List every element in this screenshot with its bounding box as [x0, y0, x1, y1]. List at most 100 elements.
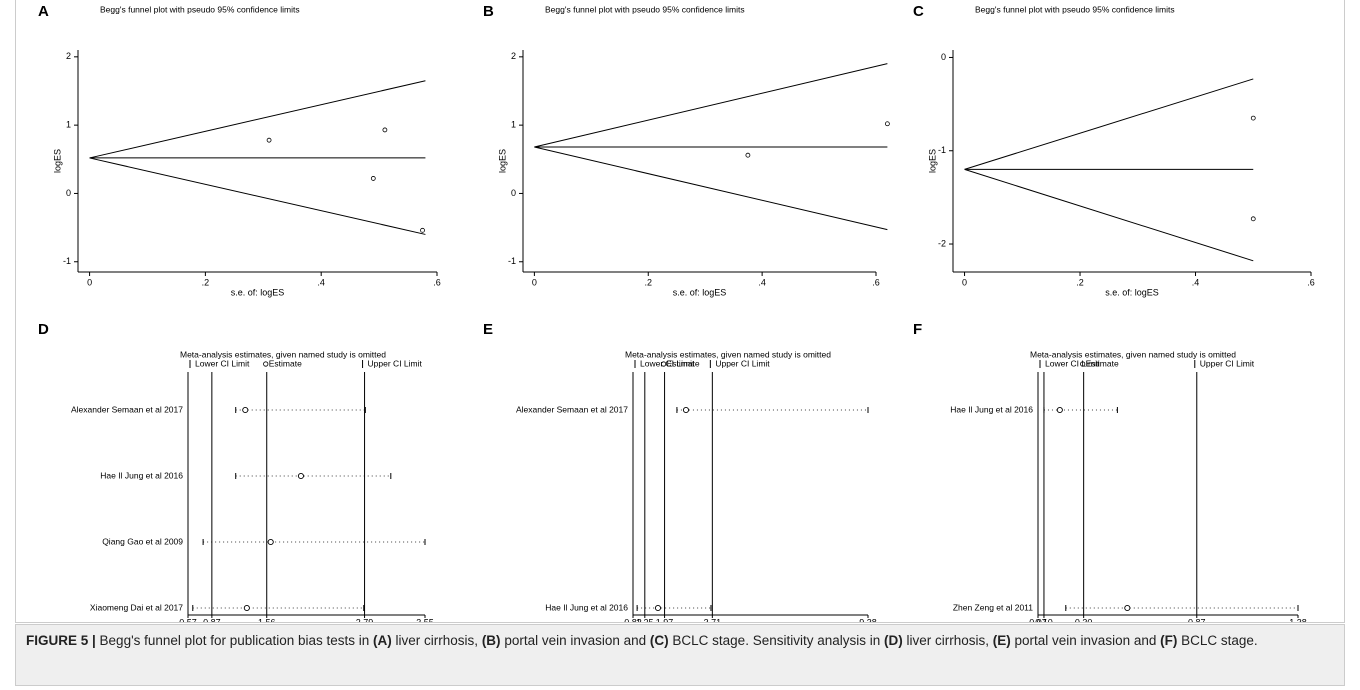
x-tick-label: .4: [1192, 277, 1200, 287]
study-point: [1250, 216, 1256, 222]
study-point: [745, 152, 751, 158]
y-tick-label: -2: [938, 238, 946, 248]
chart-title: Meta-analysis estimates, given named stu…: [1030, 349, 1236, 359]
x-tick-label: .6: [433, 277, 441, 287]
x-tick-label: 1.97: [656, 617, 674, 622]
y-tick-label: 2: [511, 51, 516, 61]
y-tick-label: 0: [66, 188, 71, 198]
upper-limit: [964, 78, 1254, 170]
y-tick-label: 2: [66, 51, 71, 61]
caption-text: (D): [884, 633, 903, 648]
y-tick-label: 1: [66, 120, 71, 130]
lower-limit: [534, 146, 888, 231]
x-tick-label: 1.56: [258, 617, 276, 622]
panel-label: F: [913, 321, 922, 338]
y-tick-label: -1: [508, 256, 516, 266]
estimate: [1124, 604, 1131, 612]
y-tick-label: -1: [63, 256, 71, 266]
study-point: [420, 227, 425, 233]
caption-text: portal vein invasion and: [1010, 633, 1161, 648]
x-tick-label: 0.87: [203, 617, 221, 622]
caption: FIGURE 5 | Begg's funnel plot for public…: [15, 624, 1345, 686]
x-tick-label: 1.25: [636, 617, 654, 622]
x-tick-label: .2: [202, 277, 210, 287]
legend-label: Lower CI Limit: [195, 358, 250, 368]
upper-limit: [89, 80, 426, 159]
caption-text: (F): [1160, 633, 1178, 648]
caption-text: Begg's funnel plot for publication bias …: [95, 633, 374, 648]
estimate: [243, 604, 250, 612]
caption-text: (A): [373, 633, 392, 648]
legend-label: Lower CI Limit: [1045, 358, 1100, 368]
panel-label: B: [483, 3, 494, 20]
x-tick-label: .2: [645, 277, 653, 287]
x-tick-label: 0.07: [1029, 617, 1047, 622]
study-name: Zhen Zeng et al 2011: [953, 602, 1033, 612]
study-name: Qiang Gao et al 2009: [102, 536, 183, 546]
x-tick-label: 0.30: [1075, 617, 1093, 622]
study-name: Hae Il Jung et al 2016: [100, 470, 183, 480]
study-point: [884, 121, 890, 127]
x-tick-label: 0.82: [624, 617, 642, 622]
y-tick-label: -1: [938, 145, 946, 155]
x-tick-label: 3.55: [416, 617, 434, 622]
upper-limit: [534, 63, 888, 148]
caption-text: liver cirrhosis,: [902, 633, 993, 648]
figure-frame: [15, 0, 1345, 623]
lower-limit: [964, 168, 1254, 262]
legend-symbol: [1080, 361, 1086, 367]
x-tick-label: .4: [758, 277, 766, 287]
caption-text: portal vein invasion and: [500, 633, 650, 648]
panel-label: E: [483, 321, 493, 338]
x-tick-label: .6: [1307, 277, 1315, 287]
x-axis-label: s.e. of: logES: [673, 287, 727, 297]
study-name: Alexander Semaan et al 2017: [71, 404, 183, 414]
chart-title: Begg's funnel plot with pseudo 95% confi…: [545, 4, 745, 14]
x-tick-label: 3.71: [704, 617, 722, 622]
legend-label: Estimate: [1086, 358, 1119, 368]
x-tick-label: 0: [532, 277, 537, 287]
panel-label: D: [38, 321, 49, 338]
estimate: [297, 472, 304, 480]
panel-label: A: [38, 3, 49, 20]
caption-text: BCLC stage. Sensitivity analysis in: [668, 633, 884, 648]
y-axis-label: logES: [927, 149, 937, 173]
x-tick-label: 9.38: [859, 617, 877, 622]
lower-limit: [89, 157, 426, 235]
study-point: [370, 176, 376, 181]
x-tick-label: .4: [317, 277, 325, 287]
caption-text: (B): [481, 633, 501, 648]
x-tick-label: .6: [872, 277, 880, 287]
study-name: Hae Il Jung et al 2016: [545, 602, 628, 612]
x-tick-label: .2: [1076, 277, 1084, 287]
estimate: [242, 406, 249, 414]
panel-label: C: [913, 3, 924, 20]
legend-label: Estimate: [667, 358, 700, 368]
estimate: [267, 538, 274, 546]
legend-label: Lower CI Limit: [640, 358, 695, 368]
y-tick-label: 0: [511, 188, 516, 198]
y-axis-label: logES: [497, 149, 507, 173]
legend-symbol: [660, 361, 667, 367]
figure: A Begg's funnel plot with pseudo 95% conf…: [38, 3, 1315, 622]
legend-label: Upper CI Limit: [368, 358, 423, 368]
caption-text: (C): [649, 633, 669, 648]
x-tick-label: 0.57: [179, 617, 197, 622]
chart-title: Begg's funnel plot with pseudo 95% confi…: [100, 4, 300, 14]
estimate: [1056, 406, 1063, 414]
caption-text: (E): [992, 633, 1011, 648]
chart-title: Meta-analysis estimates, given named stu…: [180, 349, 386, 359]
estimate: [654, 604, 662, 612]
x-tick-label: 0.10: [1035, 617, 1053, 622]
legend-label: Estimate: [269, 358, 302, 368]
study-name: Xiaomeng Dai et al 2017: [90, 602, 183, 612]
x-tick-label: 0.87: [1188, 617, 1206, 622]
study-name: Alexander Semaan et al 2017: [516, 404, 628, 414]
chart-title: Meta-analysis estimates, given named stu…: [625, 349, 831, 359]
y-tick-label: 1: [511, 120, 516, 130]
legend-label: Upper CI Limit: [1200, 358, 1255, 368]
x-tick-label: 2.79: [356, 617, 374, 622]
study-name: Hae Il Jung et al 2016: [950, 404, 1033, 414]
y-tick-label: 0: [941, 52, 946, 62]
chart-title: Begg's funnel plot with pseudo 95% confi…: [975, 4, 1175, 14]
